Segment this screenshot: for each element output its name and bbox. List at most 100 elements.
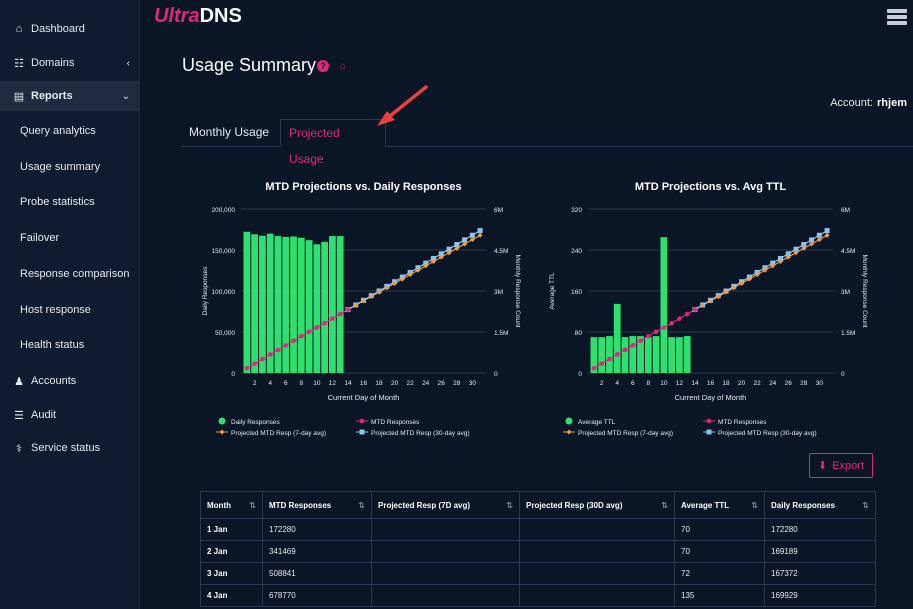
column-header[interactable]: Projected Resp (30D avg) ⇅ <box>519 491 675 519</box>
bar <box>629 336 637 373</box>
y-tick-label: 320 <box>571 207 582 214</box>
legend-proj30-label: Projected MTD Resp (30-day avg) <box>371 430 470 437</box>
mtd-point <box>291 338 296 344</box>
sidebar-item-label: Reports <box>31 90 73 102</box>
sidebar-item-usage-summary[interactable]: Usage summary <box>0 152 140 182</box>
x-tick-label: 2 <box>253 380 257 387</box>
x-tick-label: 24 <box>769 380 777 387</box>
export-button[interactable]: ⬇ Export <box>809 453 873 478</box>
annotation-arrow-icon <box>377 85 428 126</box>
proj7-point <box>762 267 768 273</box>
tab-bar: Monthly Usage Projected Usage <box>181 119 913 166</box>
bar <box>637 336 644 373</box>
sidebar-item-accounts[interactable]: ♟ Accounts <box>0 366 140 396</box>
y2-tick-label: 0 <box>494 371 498 378</box>
bar <box>259 235 266 373</box>
mtd-point <box>306 329 312 335</box>
proj7-point <box>469 237 475 243</box>
legend-mtd-label: MTD Responses <box>718 419 767 426</box>
logo[interactable]: UltraDNS <box>154 5 242 28</box>
proj7-point <box>353 302 359 308</box>
bar <box>321 241 329 373</box>
x-tick-label: 30 <box>816 380 824 387</box>
sidebar-item-label: Health status <box>20 339 85 351</box>
mtd-point <box>283 343 289 348</box>
tab-projected-usage[interactable]: Projected Usage <box>280 119 386 166</box>
y-axis-label: Daily Responses <box>202 266 209 316</box>
column-header[interactable]: Daily Responses ⇅ <box>764 491 876 519</box>
column-header[interactable]: Average TTL ⇅ <box>674 491 765 519</box>
proj7-point <box>824 232 830 238</box>
sidebar-item-query-analytics[interactable]: Query analytics <box>0 116 140 146</box>
sidebar-item-dashboard[interactable]: ⌂ Dashboard <box>0 14 140 44</box>
page-title: Usage Summary <box>182 55 317 75</box>
y2-tick-label: 6M <box>494 207 503 214</box>
column-header[interactable]: MTD Responses ⇅ <box>262 491 372 519</box>
proj30-point <box>454 242 460 248</box>
y2-tick-label: 3M <box>841 289 850 296</box>
user-icon: ♟ <box>14 375 24 388</box>
bar <box>329 236 336 373</box>
sidebar-item-label: Dashboard <box>31 23 85 35</box>
bar <box>243 231 251 373</box>
column-header[interactable]: Projected Resp (7D avg) ⇅ <box>371 491 520 519</box>
proj7-point <box>801 245 807 251</box>
y2-tick-label: 4.5M <box>494 248 508 255</box>
table-row: 3 Jan 508841 72 167372 <box>200 562 876 585</box>
y-tick-label: 240 <box>571 248 582 255</box>
list-icon: ☰ <box>14 409 24 422</box>
proj7-point <box>446 250 452 256</box>
x-tick-label: 12 <box>329 380 337 387</box>
sidebar-item-host-response[interactable]: Host response <box>0 295 140 325</box>
x-tick-label: 12 <box>676 380 684 387</box>
home-breadcrumb-icon[interactable]: ⌂ <box>340 61 347 72</box>
mtd-point <box>275 347 281 353</box>
proj7-point <box>399 276 405 282</box>
proj7-point <box>723 289 729 295</box>
menu-icon[interactable] <box>887 9 907 26</box>
help-icon[interactable]: ? <box>317 60 329 72</box>
x-tick-label: 8 <box>299 380 303 387</box>
x-tick-label: 28 <box>800 380 808 387</box>
x-axis-label: Current Day of Month <box>328 393 400 402</box>
legend-proj7-marker <box>566 429 572 435</box>
sidebar-item-label: Host response <box>20 304 91 316</box>
legend-proj7-label: Projected MTD Resp (7-day avg) <box>578 430 673 437</box>
table-header-row: Month ⇅ MTD Responses ⇅ Projected Resp (7D… <box>200 491 876 519</box>
proj7-point <box>376 289 382 295</box>
sidebar-item-reports[interactable]: ▤ Reports ⌄ <box>0 81 140 111</box>
account-info: Account: rhjem <box>830 97 907 109</box>
sidebar-item-label: Audit <box>31 409 57 421</box>
tab-monthly-usage[interactable]: Monthly Usage <box>189 125 270 139</box>
mtd-point <box>322 320 327 326</box>
x-tick-label: 4 <box>268 380 272 387</box>
proj7-point <box>462 241 468 247</box>
x-tick-label: 10 <box>660 380 668 387</box>
proj30-point <box>816 232 822 238</box>
mtd-point <box>314 325 320 330</box>
legend-bars-label: Average TTL <box>578 419 616 426</box>
sidebar-item-response-comparison[interactable]: Response comparison <box>0 259 140 289</box>
mtd-point <box>653 329 659 335</box>
bar <box>313 244 321 373</box>
bar <box>251 234 259 373</box>
sidebar-item-health-status[interactable]: Health status <box>0 330 140 360</box>
column-header[interactable]: Month ⇅ <box>200 491 263 519</box>
mtd-point <box>614 352 620 357</box>
proj30-point <box>785 251 791 257</box>
mtd-point <box>677 316 682 321</box>
table-row: 4 Jan 678770 135 169929 <box>200 584 876 607</box>
y-tick-label: 150,000 <box>212 248 236 255</box>
sidebar-item-service-status[interactable]: ⚕ Service status <box>0 433 140 463</box>
export-label: Export <box>832 459 864 472</box>
chevron-left-icon: ‹ <box>126 57 130 69</box>
sidebar-item-failover[interactable]: Failover <box>0 223 140 253</box>
proj30-line <box>694 230 828 311</box>
sidebar-item-domains[interactable]: ☷ Domains ‹ <box>0 48 140 78</box>
bar <box>644 337 652 373</box>
x-tick-label: 22 <box>754 380 762 387</box>
sidebar-item-audit[interactable]: ☰ Audit <box>0 400 140 430</box>
x-tick-label: 24 <box>422 380 430 387</box>
chart-title: MTD Projections vs. Daily Responses <box>265 181 461 193</box>
sidebar-item-probe-statistics[interactable]: Probe statistics <box>0 187 140 217</box>
